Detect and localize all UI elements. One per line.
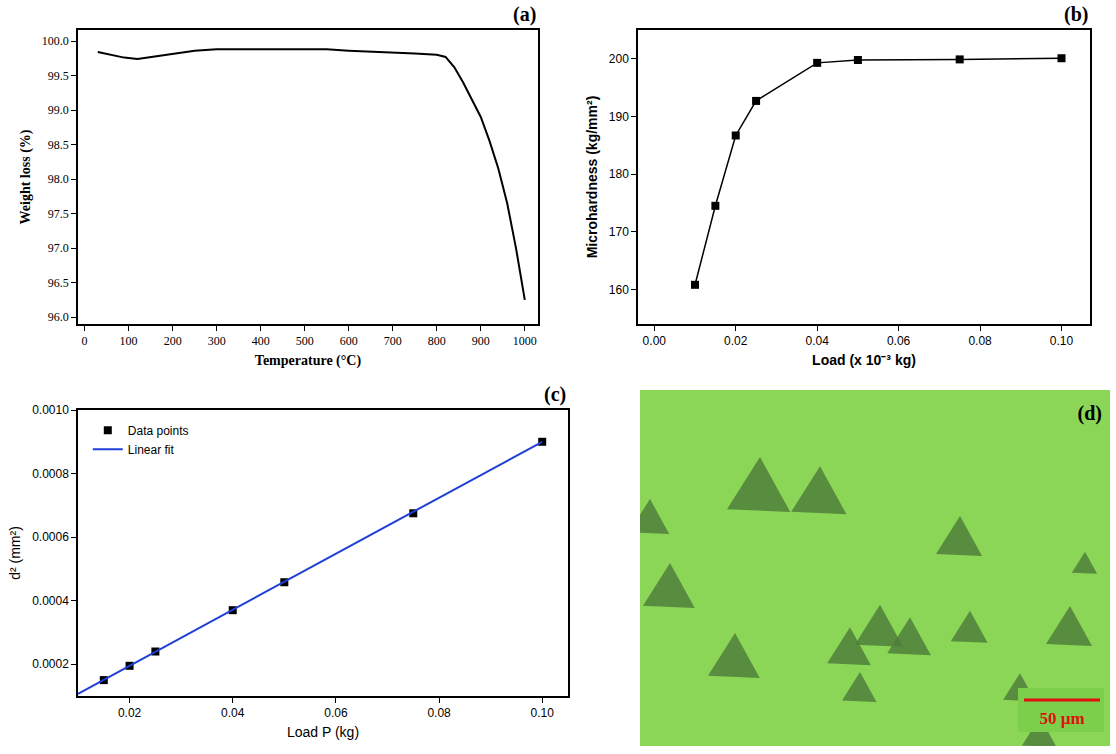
svg-text:100.0: 100.0: [42, 34, 69, 48]
svg-text:900: 900: [472, 334, 490, 348]
svg-text:99.0: 99.0: [48, 103, 69, 117]
svg-text:Load (x 10⁻³ kg): Load (x 10⁻³ kg): [812, 352, 916, 368]
svg-text:800: 800: [428, 334, 446, 348]
svg-text:0.0008: 0.0008: [32, 467, 69, 481]
svg-text:(c): (c): [544, 383, 566, 406]
svg-text:0.0004: 0.0004: [32, 594, 69, 608]
svg-text:(a): (a): [513, 3, 536, 26]
svg-text:Linear fit: Linear fit: [128, 443, 175, 457]
svg-text:600: 600: [340, 334, 358, 348]
svg-text:d² (mm²): d² (mm²): [7, 526, 23, 580]
svg-text:300: 300: [208, 334, 226, 348]
svg-text:0.0006: 0.0006: [32, 530, 69, 544]
svg-text:170: 170: [609, 225, 629, 239]
svg-text:500: 500: [296, 334, 314, 348]
svg-text:0.06: 0.06: [324, 706, 348, 720]
svg-text:0.08: 0.08: [427, 706, 451, 720]
svg-text:0.02: 0.02: [724, 334, 748, 348]
svg-text:0.08: 0.08: [968, 334, 992, 348]
svg-text:0.10: 0.10: [1050, 334, 1074, 348]
svg-text:700: 700: [384, 334, 402, 348]
svg-text:200: 200: [609, 52, 629, 66]
svg-text:0.04: 0.04: [221, 706, 245, 720]
svg-text:0.04: 0.04: [805, 334, 829, 348]
svg-text:0.0010: 0.0010: [32, 403, 69, 417]
svg-text:98.0: 98.0: [48, 172, 69, 186]
svg-text:Data points: Data points: [128, 424, 189, 438]
svg-text:0: 0: [82, 334, 88, 348]
svg-text:97.0: 97.0: [48, 241, 69, 255]
svg-text:96.0: 96.0: [48, 310, 69, 324]
svg-text:0.02: 0.02: [118, 706, 142, 720]
svg-text:Temperature (°C): Temperature (°C): [255, 353, 362, 369]
svg-text:0.06: 0.06: [887, 334, 911, 348]
svg-text:99.5: 99.5: [48, 69, 69, 83]
svg-text:200: 200: [164, 334, 182, 348]
svg-text:Weight loss (%): Weight loss (%): [18, 129, 34, 224]
svg-text:0.00: 0.00: [643, 334, 667, 348]
svg-text:190: 190: [609, 110, 629, 124]
svg-text:Load P (kg): Load P (kg): [287, 724, 359, 740]
svg-text:Microhardness (kg/mm²): Microhardness (kg/mm²): [584, 96, 600, 259]
svg-text:100: 100: [120, 334, 138, 348]
svg-text:50 µm: 50 µm: [1039, 709, 1084, 728]
svg-text:0.0002: 0.0002: [32, 657, 69, 671]
svg-text:400: 400: [252, 334, 270, 348]
svg-text:(d): (d): [1078, 402, 1102, 425]
svg-text:180: 180: [609, 167, 629, 181]
svg-text:0.10: 0.10: [531, 706, 555, 720]
svg-text:98.5: 98.5: [48, 138, 69, 152]
svg-text:1000: 1000: [513, 334, 537, 348]
svg-text:96.5: 96.5: [48, 276, 69, 290]
svg-text:97.5: 97.5: [48, 207, 69, 221]
svg-text:160: 160: [609, 283, 629, 297]
svg-text:(b): (b): [1064, 3, 1088, 26]
